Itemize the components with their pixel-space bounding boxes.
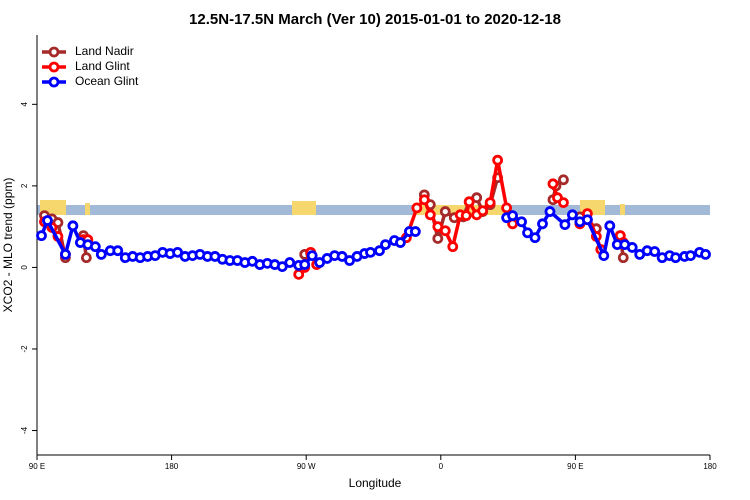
data-point [432,233,444,244]
legend-marker [48,61,60,73]
data-point [463,196,475,208]
data-point [507,210,518,222]
data-point [700,248,711,260]
data-point [558,197,569,208]
data-point [559,219,571,231]
data-point [439,206,451,217]
legend-label: Land Nadir [75,44,134,58]
legend-label: Land Glint [75,59,130,73]
legend-marker [48,76,60,88]
data-point [112,245,124,257]
legend-marker [48,46,60,58]
x-tick-label: 0 [439,462,444,471]
data-point [529,232,541,244]
data-point [80,252,92,264]
land-patch [85,203,90,215]
data-point [42,215,53,226]
x-tick-label: 90 E [29,462,45,471]
y-tick-label: -2 [20,345,29,353]
data-point [365,246,376,258]
data-point [501,202,513,214]
x-tick-label: 180 [165,462,179,471]
data-point [544,206,556,217]
series-line [43,177,625,259]
y-tick-label: 4 [20,102,29,107]
data-point [284,257,296,268]
data-point [424,209,436,221]
data-point [604,220,616,232]
data-point [477,205,489,217]
data-point [374,245,385,257]
data-point [447,241,459,253]
data-point [418,194,430,206]
data-point [299,259,311,270]
data-point [537,218,548,230]
y-tick-label: -4 [20,426,29,434]
data-point [670,252,682,264]
x-tick-label: 90 W [297,462,316,471]
data-point [581,214,593,226]
data-point [516,216,527,228]
data-point [598,250,610,262]
y-tick-label: 0 [20,265,29,270]
data-point [626,242,638,253]
data-point [685,250,696,262]
legend-label: Ocean Glint [75,74,139,88]
data-point [522,227,533,239]
data-point [60,248,71,260]
x-tick-label: 180 [703,462,717,471]
land-patch [292,201,316,215]
data-point [89,241,101,253]
land-patch [620,204,625,215]
data-point [67,220,79,232]
data-point [547,178,559,190]
data-point [409,226,421,237]
data-point [649,246,661,257]
data-point [36,230,47,242]
data-point [411,202,423,214]
data-point [439,225,451,237]
data-point [460,210,472,222]
y-tick-label: 2 [20,183,29,188]
data-point [492,154,504,166]
data-point [617,252,629,264]
ocean-strip [37,205,710,215]
land-patch [415,205,511,215]
data-point [306,250,318,262]
x-tick-label: 90 E [567,462,583,471]
y-axis-label: XCO2 - MLO trend (ppm) [1,178,15,313]
data-point [558,174,569,186]
chart-title: 12.5N-17.5N March (Ver 10) 2015-01-01 to… [189,11,561,28]
x-axis-label: Longitude [349,476,402,490]
data-point [567,209,578,221]
data-point [484,197,496,208]
data-point [380,239,391,250]
data-point [395,237,406,248]
data-point [95,248,107,260]
map-strip [37,200,710,215]
